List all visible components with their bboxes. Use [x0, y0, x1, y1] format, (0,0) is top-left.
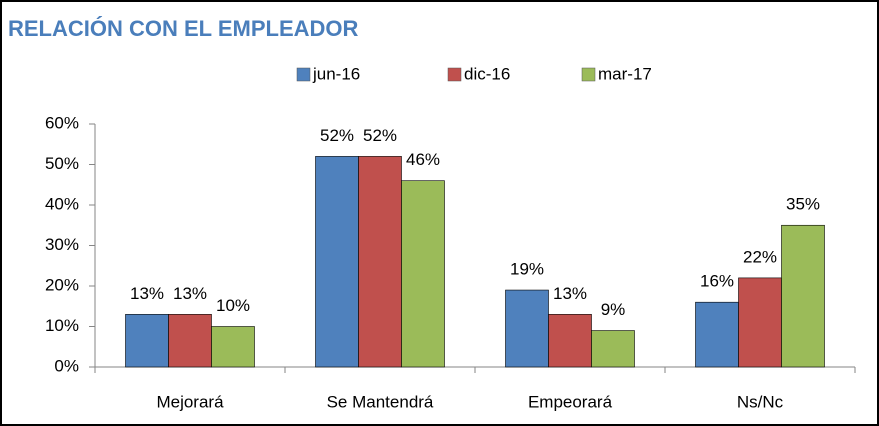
- y-tick-label: 50%: [45, 154, 79, 173]
- legend-swatch: [581, 67, 596, 82]
- y-tick-label: 10%: [45, 316, 79, 335]
- y-tick-label: 30%: [45, 235, 79, 254]
- data-label: 13%: [173, 284, 207, 303]
- data-label: 9%: [601, 300, 626, 319]
- bar: [125, 314, 169, 368]
- data-label: 22%: [743, 247, 777, 266]
- bar: [591, 330, 635, 368]
- chart-title: RELACIÓN CON EL EMPLEADOR: [8, 16, 359, 41]
- legend-swatch: [296, 67, 311, 82]
- data-label: 10%: [216, 296, 250, 315]
- x-tick-label: Empeorará: [528, 392, 613, 411]
- data-label: 46%: [406, 150, 440, 169]
- bar: [401, 180, 445, 368]
- x-tick-label: Mejorará: [156, 392, 224, 411]
- legend-label: dic-16: [464, 64, 510, 83]
- legend-label: mar-17: [598, 64, 652, 83]
- data-label: 16%: [700, 272, 734, 291]
- bar: [738, 277, 782, 368]
- bar: [358, 156, 402, 368]
- y-tick-label: 60%: [45, 113, 79, 132]
- x-tick-label: Se Mantendrá: [327, 392, 434, 411]
- bar: [695, 301, 739, 368]
- legend-label: jun-16: [312, 64, 360, 83]
- data-label: 19%: [510, 260, 544, 279]
- data-label: 35%: [786, 195, 820, 214]
- legend-swatch: [447, 67, 462, 82]
- y-tick-label: 20%: [45, 275, 79, 294]
- bar: [168, 314, 212, 368]
- y-tick-label: 0%: [54, 356, 79, 375]
- data-label: 13%: [130, 284, 164, 303]
- bar: [315, 156, 359, 368]
- bar: [781, 224, 825, 368]
- bar: [211, 326, 255, 368]
- bar: [548, 314, 592, 368]
- data-label: 52%: [363, 126, 397, 145]
- y-tick-label: 40%: [45, 194, 79, 213]
- x-tick-label: Ns/Nc: [737, 392, 784, 411]
- data-label: 13%: [553, 284, 587, 303]
- data-label: 52%: [320, 126, 354, 145]
- bar: [505, 289, 549, 368]
